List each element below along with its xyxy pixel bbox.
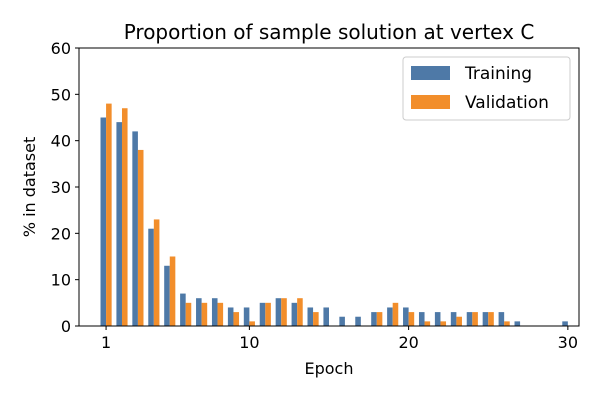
bar-training-3 xyxy=(132,131,138,326)
axes-group: 0 10 20 30 40 50 60 1 10 20 30 xyxy=(51,39,580,352)
bar-training-18 xyxy=(371,312,377,326)
bar-validation-8 xyxy=(217,302,224,326)
bar-training-21 xyxy=(418,312,425,326)
bar-training-26 xyxy=(498,312,505,326)
bar-training-22 xyxy=(434,312,441,326)
y-tick-label: 20 xyxy=(51,224,71,243)
bar-training-14 xyxy=(307,307,314,326)
y-tick-label: 30 xyxy=(51,178,71,197)
legend-swatch-validation xyxy=(411,95,450,109)
x-tick-label: 10 xyxy=(239,333,259,352)
legend-swatch-training xyxy=(411,66,450,80)
bar-validation-14 xyxy=(313,312,319,326)
bar-validation-7 xyxy=(201,302,208,326)
y-axis-label: % in dataset xyxy=(20,137,39,237)
bar-training-30 xyxy=(562,321,568,326)
y-tick-label: 60 xyxy=(51,39,71,58)
bar-validation-13 xyxy=(297,298,303,326)
bar-training-9 xyxy=(227,307,234,326)
y-tick-label: 0 xyxy=(61,317,71,336)
bar-training-8 xyxy=(211,298,218,326)
bar-training-7 xyxy=(196,298,202,326)
bar-training-16 xyxy=(339,316,345,326)
bar-training-23 xyxy=(450,312,457,326)
bar-training-2 xyxy=(116,122,122,326)
bar-training-12 xyxy=(275,298,282,326)
bar-training-10 xyxy=(243,307,250,326)
bar-training-4 xyxy=(148,228,154,326)
bar-training-13 xyxy=(291,302,298,326)
bar-validation-12 xyxy=(281,298,287,326)
bar-validation-26 xyxy=(504,321,510,326)
bar-validation-11 xyxy=(265,302,271,326)
bar-training-24 xyxy=(466,312,473,326)
bar-training-20 xyxy=(403,307,409,326)
bar-validation-4 xyxy=(153,219,160,326)
bar-training-11 xyxy=(259,302,266,326)
y-tick-label: 40 xyxy=(51,132,71,151)
legend: Training Validation xyxy=(402,56,571,121)
legend-label-validation: Validation xyxy=(465,93,549,113)
bar-validation-10 xyxy=(249,321,255,326)
bar-validation-5 xyxy=(169,256,176,326)
bar-validation-3 xyxy=(137,149,144,326)
bar-training-15 xyxy=(323,307,329,326)
bar-training-5 xyxy=(164,265,170,326)
y-tick-label: 10 xyxy=(51,271,71,290)
legend-label-training: Training xyxy=(464,64,532,84)
x-axis-label: Epoch xyxy=(305,359,354,378)
bar-training-25 xyxy=(482,312,489,326)
bar-validation-25 xyxy=(488,312,494,326)
bar-training-19 xyxy=(387,307,393,326)
chart-title: Proportion of sample solution at vertex … xyxy=(124,20,535,44)
bar-training-6 xyxy=(180,293,186,326)
bar-validation-23 xyxy=(456,316,462,326)
bars-group xyxy=(100,103,568,326)
bar-training-1 xyxy=(100,117,107,326)
bar-validation-18 xyxy=(376,312,383,326)
bar-validation-19 xyxy=(392,302,399,326)
bar-training-27 xyxy=(514,321,521,326)
bar-validation-1 xyxy=(106,103,112,326)
y-tick-label: 50 xyxy=(51,85,71,104)
bar-validation-6 xyxy=(185,302,192,326)
bar-validation-2 xyxy=(121,108,128,326)
x-tick-label: 30 xyxy=(558,333,578,352)
bar-validation-24 xyxy=(472,312,478,326)
bar-training-17 xyxy=(355,316,361,326)
bar-validation-20 xyxy=(408,312,415,326)
x-tick-label: 1 xyxy=(101,333,111,352)
bar-validation-9 xyxy=(233,312,240,326)
x-tick-label: 20 xyxy=(398,333,418,352)
bar-validation-22 xyxy=(440,321,447,326)
bar-validation-21 xyxy=(424,321,431,326)
